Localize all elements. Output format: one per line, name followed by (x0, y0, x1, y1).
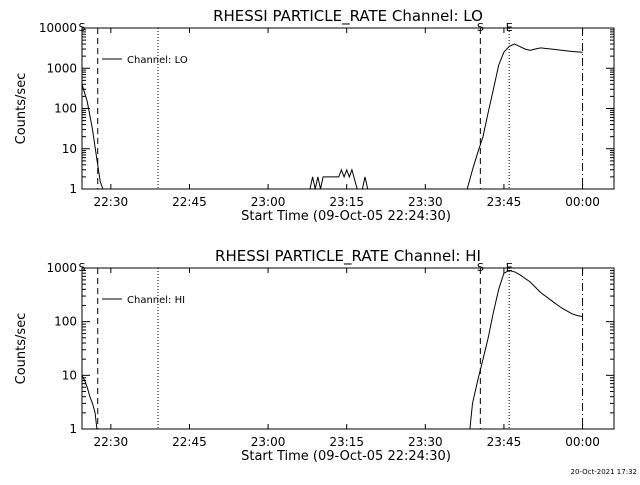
y-tick-label: 1 (69, 422, 77, 436)
x-tick-label: 23:15 (329, 435, 364, 449)
x-tick-label: 23:30 (408, 435, 443, 449)
chart-title: RHESSI PARTICLE_RATE Channel: HI (215, 247, 481, 266)
y-axis-label: Counts/sec (14, 313, 29, 385)
event-marker-label: S (79, 21, 86, 34)
x-tick-label: 00:00 (565, 435, 600, 449)
y-tick-label: 1 (69, 182, 77, 196)
y-tick-label: 10 (62, 368, 77, 382)
x-tick-label: 23:00 (251, 435, 286, 449)
event-marker-label: S (477, 261, 484, 274)
x-axis-label: Start Time (09-Oct-05 22:24:30) (241, 449, 451, 464)
event-marker-label: S (79, 261, 86, 274)
x-tick-label: 00:00 (565, 195, 600, 209)
x-tick-label: 22:30 (94, 435, 129, 449)
plot-frame (81, 267, 615, 430)
series-line (469, 269, 583, 430)
y-tick-label: 1000 (46, 61, 77, 75)
x-tick-label: 22:45 (172, 195, 207, 209)
x-tick-label: 23:45 (487, 195, 522, 209)
x-tick-label: 22:30 (94, 195, 129, 209)
x-axis-label: Start Time (09-Oct-05 22:24:30) (241, 209, 451, 224)
x-tick-label: 23:15 (329, 195, 364, 209)
series-line (81, 84, 106, 190)
y-tick-label: 10000 (39, 21, 77, 35)
series-line (81, 375, 98, 430)
y-tick-label: 10 (62, 142, 77, 156)
legend-label: Channel: HI (127, 295, 185, 306)
plot-frame (81, 27, 615, 190)
series-line (309, 168, 369, 190)
event-marker-label: E (506, 21, 513, 34)
y-axis-label: Counts/sec (14, 73, 29, 145)
y-tick-label: 100 (54, 102, 77, 116)
x-tick-label: 23:30 (408, 195, 443, 209)
chart-title: RHESSI PARTICLE_RATE Channel: LO (213, 7, 483, 26)
legend-label: Channel: LO (127, 55, 188, 66)
x-tick-label: 23:45 (487, 435, 522, 449)
y-tick-label: 100 (54, 315, 77, 329)
event-marker-label: E (506, 261, 513, 274)
series-line (466, 43, 583, 190)
x-tick-label: 23:00 (251, 195, 286, 209)
y-tick-label: 1000 (46, 261, 77, 275)
x-tick-label: 22:45 (172, 435, 207, 449)
event-marker-label: S (477, 21, 484, 34)
timestamp-text: 20-Oct-2021 17:32 (570, 468, 637, 476)
